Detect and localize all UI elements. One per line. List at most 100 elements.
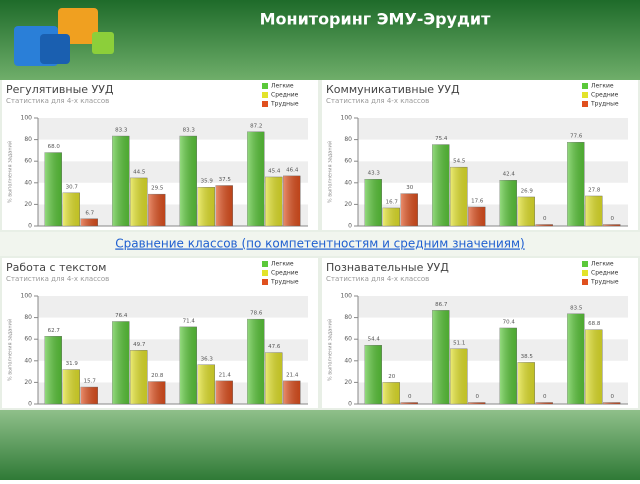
chart-subtitle: Статистика для 4-х классов [6,97,109,105]
data-label: 21.4 [286,372,299,378]
bar-shade [179,136,197,226]
y-tick-label: 20 [24,201,32,208]
chart-subtitle: Статистика для 4-х классов [326,275,429,283]
legend-swatch [582,101,588,107]
bar-shade [567,142,585,226]
y-tick-label: 80 [24,136,32,143]
legend-label: Легкие [271,83,294,90]
comparison-link[interactable]: Сравнение классов (по компетентностям и … [115,237,524,251]
data-label: 83.5 [570,305,583,311]
legend-label: Средние [271,270,299,277]
y-tick-label: 20 [24,379,32,386]
legend-label: Легкие [591,83,614,90]
grid-band [38,317,308,340]
data-label: 54.4 [368,337,381,343]
bar-shade [44,336,62,404]
data-label: 29.5 [151,186,164,192]
legend-label: Трудные [270,101,299,108]
data-label: 78.6 [250,311,263,317]
data-label: 44.5 [133,169,146,175]
legend-label: Средние [271,92,299,99]
bar-shade [432,144,450,226]
bar-shade [364,179,382,226]
data-label: 68.0 [48,144,61,150]
data-label: 76.4 [115,313,128,319]
data-label: 31.9 [66,361,79,367]
grid-band [358,360,628,383]
data-label: 62.7 [48,328,61,334]
logo [14,8,114,66]
legend-label: Легкие [591,261,614,268]
data-label: 21.4 [219,372,232,378]
grid-band [38,296,308,318]
data-label: 20.8 [151,373,164,379]
data-label: 45.4 [268,168,281,174]
grid-band [38,204,308,226]
bar-shade [80,218,98,226]
legend-swatch [262,279,268,285]
bar-shade [400,193,418,226]
link-band [0,232,640,256]
data-label: 49.7 [133,342,146,348]
bar-shade [603,402,621,404]
y-tick-label: 0 [348,401,352,408]
data-label: 15.7 [84,379,97,385]
bar-shade [517,196,535,226]
y-axis-label: % выполнения заданий [7,141,14,203]
data-label: 0 [408,394,412,400]
data-label: 0 [611,394,615,400]
y-tick-label: 100 [341,293,353,300]
data-label: 87.2 [250,123,262,129]
grid-band [38,118,308,140]
chart-title: Познавательные УУД [326,261,449,274]
bar-shade [585,329,603,404]
y-tick-label: 60 [344,158,352,165]
data-label: 38.5 [521,354,534,360]
y-tick-label: 40 [24,357,32,364]
grid-band [358,161,628,183]
data-label: 46.4 [286,167,299,173]
y-tick-label: 100 [341,115,353,122]
legend-label: Трудные [590,279,619,286]
data-label: 27.8 [588,187,601,193]
data-label: 30.7 [66,184,79,190]
bar-shade [585,195,603,226]
grid-band [38,139,308,162]
legend-swatch [262,101,268,107]
bar-shade [148,194,166,226]
y-tick-label: 20 [344,201,352,208]
legend-swatch [262,261,268,267]
legend-label: Легкие [271,261,294,268]
data-label: 20 [388,374,395,380]
grid-band [38,360,308,383]
y-tick-label: 40 [344,357,352,364]
y-tick-label: 100 [21,293,33,300]
bar-shade [247,319,265,404]
data-label: 36.3 [201,356,214,362]
legend-label: Трудные [270,279,299,286]
y-tick-label: 0 [348,223,352,230]
bar-shade [499,327,517,404]
y-tick-label: 80 [344,136,352,143]
data-label: 51.1 [453,340,465,346]
y-tick-label: 80 [344,314,352,321]
bar-shade [215,380,233,404]
bar-shade [567,313,585,404]
data-label: 0 [476,394,480,400]
data-label: 86.7 [435,302,448,308]
legend-label: Средние [591,270,619,277]
legend-swatch [262,92,268,98]
bar-shade [382,207,400,226]
data-label: 71.4 [183,318,196,324]
grid-band [358,118,628,140]
legend-swatch [582,83,588,89]
bar-shade [450,348,468,404]
grid-band [358,139,628,162]
data-label: 37.5 [219,177,232,183]
bar-shade [382,382,400,404]
chart-subtitle: Статистика для 4-х классов [326,97,429,105]
